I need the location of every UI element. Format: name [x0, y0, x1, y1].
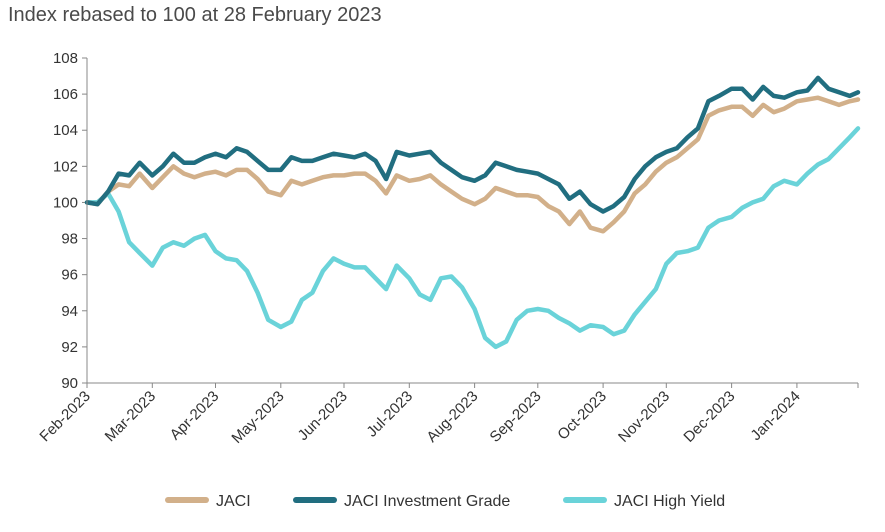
- x-tick-label: Dec-2023: [680, 388, 738, 446]
- series-line-jaci-high-yield: [84, 126, 861, 350]
- y-tick-label: 96: [61, 267, 78, 284]
- y-axis: 90 92 94 96 98 100 102 104 106 108: [53, 50, 87, 392]
- y-tick-label: 106: [53, 86, 78, 103]
- x-tick-label: May-2023: [228, 388, 287, 447]
- legend-label: JACI: [216, 493, 251, 510]
- y-tick-label: 90: [61, 375, 78, 392]
- y-tick-label: 102: [53, 158, 78, 175]
- legend-label: JACI High Yield: [614, 493, 725, 510]
- series-line-jaci-investment-grade: [84, 75, 861, 214]
- plot-area: [84, 75, 861, 350]
- x-tick-label: Jan-2024: [747, 388, 803, 444]
- x-tick-label: Mar-2023: [102, 388, 159, 445]
- axes: [86, 58, 859, 388]
- x-axis: Feb-2023 Mar-2023 Apr-2023 May-2023 Jun-2023…: [36, 383, 804, 447]
- y-tick-label: 92: [61, 339, 78, 356]
- y-tick-label: 100: [53, 194, 78, 211]
- y-tick-label: 104: [53, 122, 78, 139]
- x-tick-label: Sep-2023: [487, 388, 545, 446]
- x-tick-label: Oct-2023: [554, 388, 610, 444]
- legend-label: JACI Investment Grade: [344, 493, 510, 510]
- x-tick-label: Nov-2023: [615, 388, 673, 446]
- x-tick-label: Feb-2023: [36, 388, 93, 445]
- x-tick-label: Apr-2023: [167, 388, 223, 444]
- chart-title: Index rebased to 100 at 28 February 2023: [8, 4, 382, 26]
- x-tick-label: Jun-2023: [295, 388, 351, 444]
- x-tick-label: Jul-2023: [363, 388, 416, 441]
- series-line-jaci: [84, 95, 861, 234]
- y-tick-label: 98: [61, 231, 78, 248]
- x-tick-label: Aug-2023: [423, 388, 481, 446]
- y-tick-label: 108: [53, 50, 78, 67]
- legend: JACI JACI Investment Grade JACI High Yield: [165, 493, 725, 510]
- y-tick-label: 94: [61, 303, 78, 320]
